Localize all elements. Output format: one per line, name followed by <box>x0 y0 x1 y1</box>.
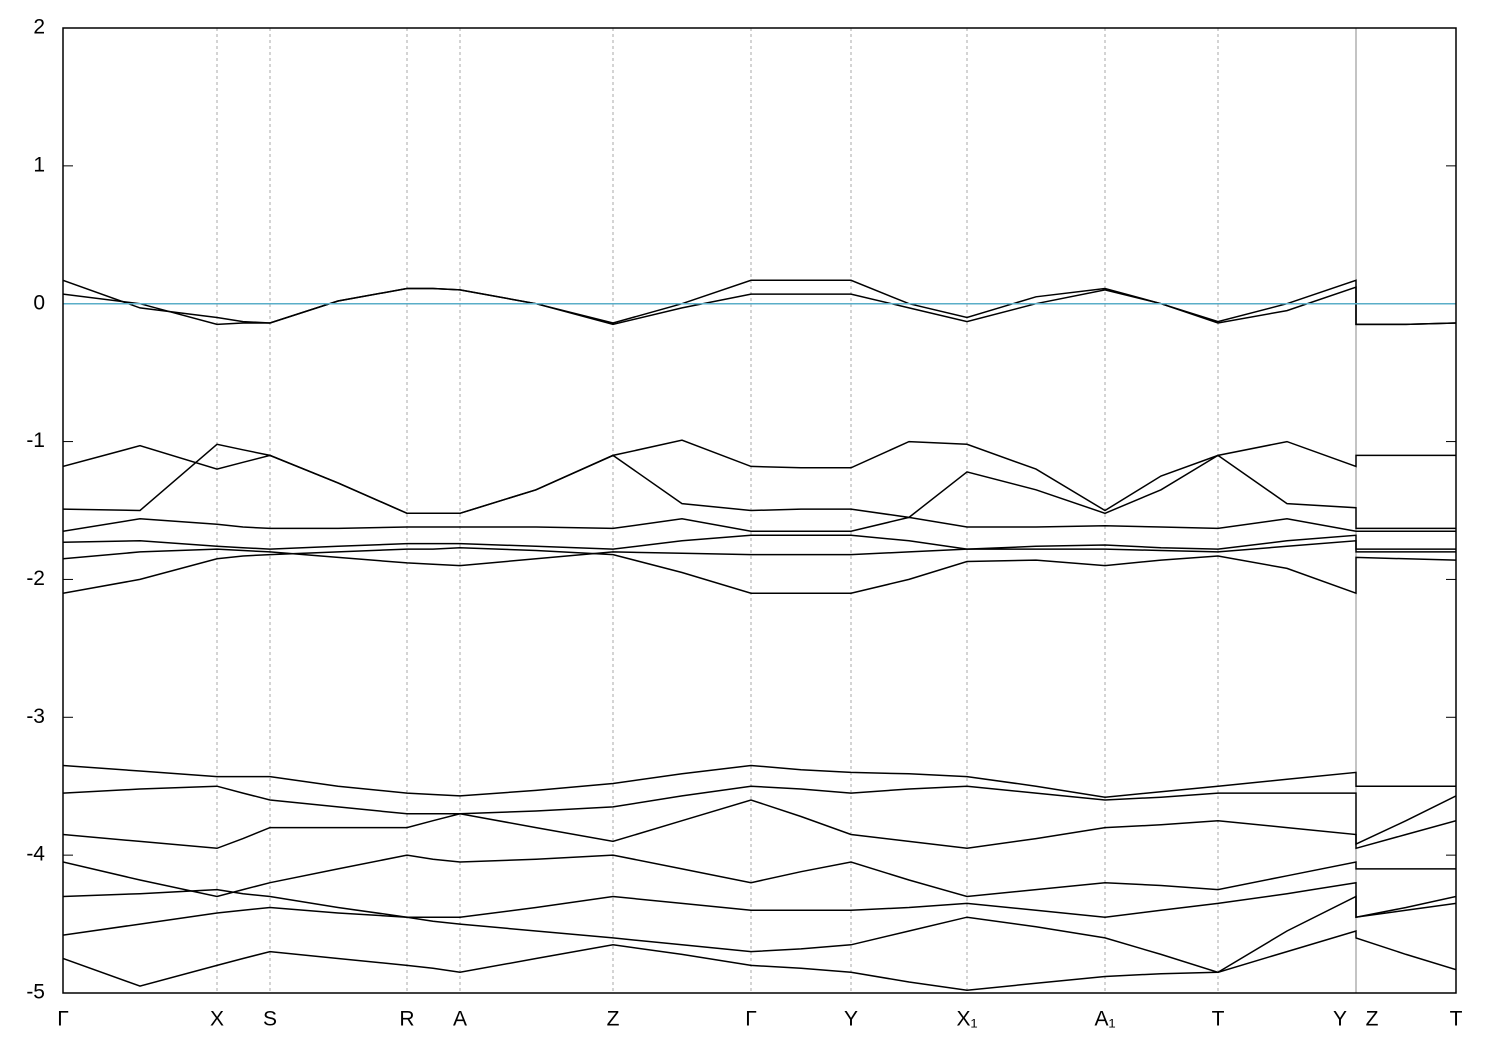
band-line <box>63 443 1456 530</box>
x-tick-label: Y <box>844 1008 858 1031</box>
band-line <box>63 764 1456 798</box>
x-tick-label: X₁ <box>956 1008 977 1031</box>
band-line <box>63 546 1456 595</box>
x-tick-label: X <box>210 1008 224 1031</box>
y-tick-label: -3 <box>26 705 45 728</box>
band-line <box>63 785 1456 846</box>
band-line <box>63 516 1456 532</box>
band-line <box>63 439 1456 515</box>
band-line <box>63 539 1456 567</box>
x-tick-label: A₁ <box>1094 1008 1115 1031</box>
band-line <box>63 286 1456 326</box>
x-tick-label: Γ <box>57 1008 69 1031</box>
x-tick-label: Z <box>607 1008 620 1031</box>
plot-frame <box>62 27 1457 994</box>
y-tick-label: -1 <box>26 429 45 452</box>
y-tick-label: -5 <box>26 981 45 1004</box>
y-tick-label: 0 <box>33 291 45 314</box>
y-tick-label: -4 <box>26 843 45 866</box>
band-line <box>63 534 1456 550</box>
band-line <box>63 906 1456 974</box>
y-tick-label: 1 <box>33 153 45 176</box>
y-tick-label: -2 <box>26 567 45 590</box>
x-tick-label: Γ <box>745 1008 757 1031</box>
band-line <box>63 854 1456 898</box>
band-line <box>63 799 1456 850</box>
y-tick-label: 2 <box>33 16 45 39</box>
x-tick-label: T <box>1212 1008 1225 1031</box>
x-tick-label: R <box>399 1008 414 1031</box>
x-tick-label: S <box>263 1008 277 1031</box>
x-tick-label: A <box>453 1008 467 1031</box>
x-tick-label: T <box>1450 1008 1463 1031</box>
x-tick-label: Y <box>1333 1008 1347 1031</box>
x-tick-label: Z <box>1366 1008 1379 1031</box>
band-line <box>63 895 1456 991</box>
band-line <box>63 881 1456 919</box>
